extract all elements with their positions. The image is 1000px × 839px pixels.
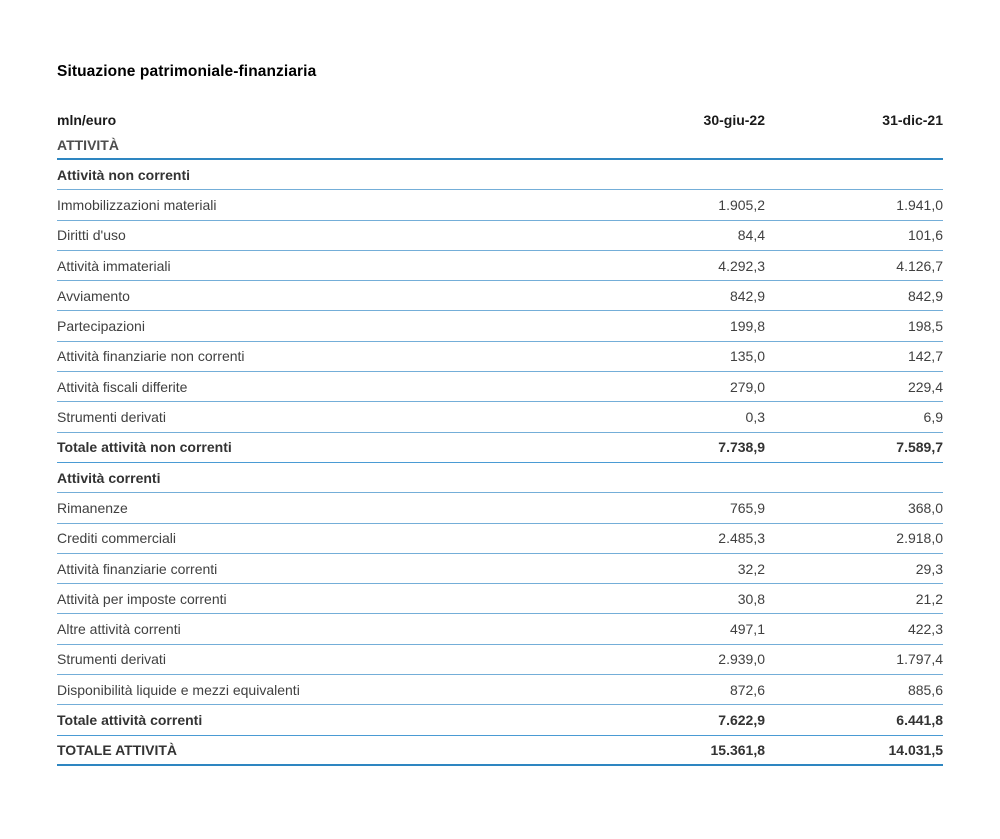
- section-header-label: ATTIVITÀ: [57, 136, 119, 153]
- table-row: TOTALE ATTIVITÀ 15.361,8 14.031,5: [57, 736, 943, 766]
- table-row: Avviamento 842,9 842,9: [57, 281, 943, 312]
- row-value-prior: 2.918,0: [896, 530, 943, 547]
- column-header-prior-period: 31-dic-21: [882, 112, 943, 128]
- row-label: Immobilizzazioni materiali: [57, 196, 217, 213]
- row-label: Rimanenze: [57, 499, 128, 516]
- table-row: Totale attività non correnti 7.738,9 7.5…: [57, 433, 943, 463]
- row-value-prior: 198,5: [907, 318, 943, 335]
- row-value-current: 135,0: [729, 348, 765, 365]
- table-row: Partecipazioni 199,8 198,5: [57, 311, 943, 342]
- row-label: Partecipazioni: [57, 318, 145, 335]
- row-value-current: 32,2: [737, 560, 765, 577]
- row-label: Attività correnti: [57, 469, 161, 486]
- table-row: Strumenti derivati 0,3 6,9: [57, 402, 943, 433]
- row-value-current: 199,8: [729, 318, 765, 335]
- row-value-current: 842,9: [729, 287, 765, 304]
- section-header-attivita: ATTIVITÀ: [57, 131, 943, 160]
- row-label: Attività finanziarie non correnti: [57, 348, 245, 365]
- row-label: Diritti d'uso: [57, 227, 126, 244]
- table-row: Attività finanziarie correnti 32,2 29,3: [57, 554, 943, 585]
- row-value-prior: 6.441,8: [896, 711, 943, 728]
- row-label: Attività fiscali differite: [57, 378, 188, 395]
- row-value-current: 7.622,9: [718, 711, 765, 728]
- row-value-current: 0,3: [745, 409, 765, 426]
- row-value-prior: 885,6: [907, 681, 943, 698]
- table-row: Attività per imposte correnti 30,8 21,2: [57, 584, 943, 615]
- row-value-current: 1.905,2: [718, 196, 765, 213]
- row-label: Avviamento: [57, 287, 130, 304]
- row-value-current: 765,9: [729, 499, 765, 516]
- row-value-current: 15.361,8: [710, 741, 766, 758]
- row-value-current: 279,0: [729, 378, 765, 395]
- unit-label: mln/euro: [57, 112, 117, 128]
- row-value-prior: 7.589,7: [896, 439, 943, 456]
- row-label: Disponibilità liquide e mezzi equivalent…: [57, 681, 300, 698]
- table-row: Immobilizzazioni materiali 1.905,2 1.941…: [57, 190, 943, 221]
- row-value-prior: 6,9: [923, 409, 943, 426]
- table-row: Attività fiscali differite 279,0 229,4: [57, 372, 943, 403]
- table-row: Attività finanziarie non correnti 135,0 …: [57, 342, 943, 373]
- table-header-row: mln/euro 30-giu-22 31-dic-21: [57, 112, 943, 128]
- table-row: Strumenti derivati 2.939,0 1.797,4: [57, 645, 943, 676]
- row-label: Crediti commerciali: [57, 530, 177, 547]
- table-row: Attività non correnti: [57, 160, 943, 191]
- row-value-prior: 14.031,5: [888, 741, 944, 758]
- row-value-current: 2.939,0: [718, 651, 765, 668]
- statement-content: Situazione patrimoniale-finanziaria mln/…: [57, 0, 943, 766]
- table-row: Crediti commerciali 2.485,3 2.918,0: [57, 524, 943, 554]
- row-value-current: 30,8: [737, 590, 765, 607]
- row-label: Attività non correnti: [57, 166, 191, 183]
- table-row: Diritti d'uso 84,4 101,6: [57, 221, 943, 251]
- table-row: Totale attività correnti 7.622,9 6.441,8: [57, 705, 943, 736]
- table-row: Rimanenze 765,9 368,0: [57, 493, 943, 524]
- row-value-prior: 21,2: [915, 590, 943, 607]
- row-value-prior: 422,3: [907, 621, 943, 638]
- table-row: Attività immateriali 4.292,3 4.126,7: [57, 251, 943, 282]
- row-label: Altre attività correnti: [57, 621, 181, 638]
- row-value-prior: 142,7: [907, 348, 943, 365]
- row-label: Attività finanziarie correnti: [57, 560, 218, 577]
- table-row: Attività correnti: [57, 463, 943, 494]
- row-label: TOTALE ATTIVITÀ: [57, 741, 178, 758]
- row-label: Strumenti derivati: [57, 651, 166, 668]
- row-value-current: 84,4: [737, 227, 765, 244]
- row-value-current: 497,1: [729, 621, 765, 638]
- table-row: Altre attività correnti 497,1 422,3: [57, 614, 943, 645]
- row-value-current: 872,6: [729, 681, 765, 698]
- row-label: Strumenti derivati: [57, 409, 166, 426]
- row-value-current: 2.485,3: [718, 530, 765, 547]
- row-value-prior: 1.941,0: [896, 196, 943, 213]
- row-value-prior: 101,6: [907, 227, 943, 244]
- row-label: Totale attività correnti: [57, 711, 203, 728]
- row-value-prior: 4.126,7: [896, 257, 943, 274]
- row-value-current: 4.292,3: [718, 257, 765, 274]
- row-label: Attività immateriali: [57, 257, 171, 274]
- row-value-prior: 842,9: [907, 287, 943, 304]
- row-label: Attività per imposte correnti: [57, 590, 227, 607]
- row-value-prior: 29,3: [915, 560, 943, 577]
- row-value-prior: 1.797,4: [896, 651, 943, 668]
- page-title: Situazione patrimoniale-finanziaria: [57, 63, 317, 80]
- table-body: Attività non correnti Immobilizzazioni m…: [57, 160, 943, 766]
- row-value-prior: 368,0: [907, 499, 943, 516]
- column-header-current-period: 30-giu-22: [703, 112, 765, 128]
- row-value-current: 7.738,9: [718, 439, 765, 456]
- table-row: Disponibilità liquide e mezzi equivalent…: [57, 675, 943, 706]
- row-label: Totale attività non correnti: [57, 439, 232, 456]
- row-value-prior: 229,4: [907, 378, 943, 395]
